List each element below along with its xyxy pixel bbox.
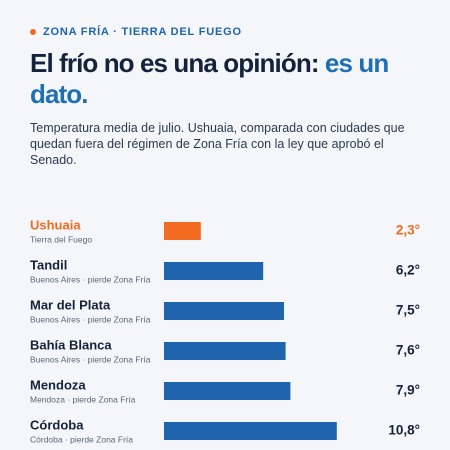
value-label: 6,2°	[396, 263, 420, 278]
category-label: Mar del Plata	[30, 297, 111, 312]
category-label: Mendoza	[30, 377, 86, 392]
bar	[164, 302, 284, 320]
category-sublabel: Buenos Aires · pierde Zona Fría	[30, 274, 151, 284]
category-sublabel: Tierra del Fuego	[30, 234, 92, 244]
title-text: El frío no es una opinión:	[30, 48, 319, 78]
bar	[164, 342, 286, 360]
category-label: Tandil	[30, 257, 67, 272]
category-label: Ushuaia	[30, 217, 81, 232]
category-label: Córdoba	[30, 417, 84, 432]
bar	[164, 382, 291, 400]
value-label: 7,9°	[396, 383, 420, 398]
kicker: ZONA FRÍA · TIERRA DEL FUEGO	[30, 26, 425, 38]
header: ZONA FRÍA · TIERRA DEL FUEGO El frío no …	[30, 26, 425, 168]
value-label: 7,5°	[396, 303, 420, 318]
value-label: 2,3°	[396, 223, 420, 238]
category-sublabel: Buenos Aires · pierde Zona Fría	[30, 314, 151, 324]
category-label: Bahía Blanca	[30, 337, 112, 352]
value-label: 10,8°	[388, 423, 420, 438]
subtitle: Temperatura media de julio. Ushuaia, com…	[30, 121, 405, 167]
category-sublabel: Buenos Aires · pierde Zona Fría	[30, 354, 151, 364]
value-label: 7,6°	[396, 343, 420, 358]
category-sublabel: Córdoba · pierde Zona Fría	[30, 434, 133, 444]
title-highlight: es un dato.	[30, 48, 389, 109]
bar	[164, 262, 264, 280]
category-sublabel: Mendoza · pierde Zona Fría	[30, 394, 136, 404]
bar	[164, 222, 201, 240]
bar	[164, 422, 337, 440]
title: El frío no es una opinión: es un dato.	[30, 48, 425, 110]
